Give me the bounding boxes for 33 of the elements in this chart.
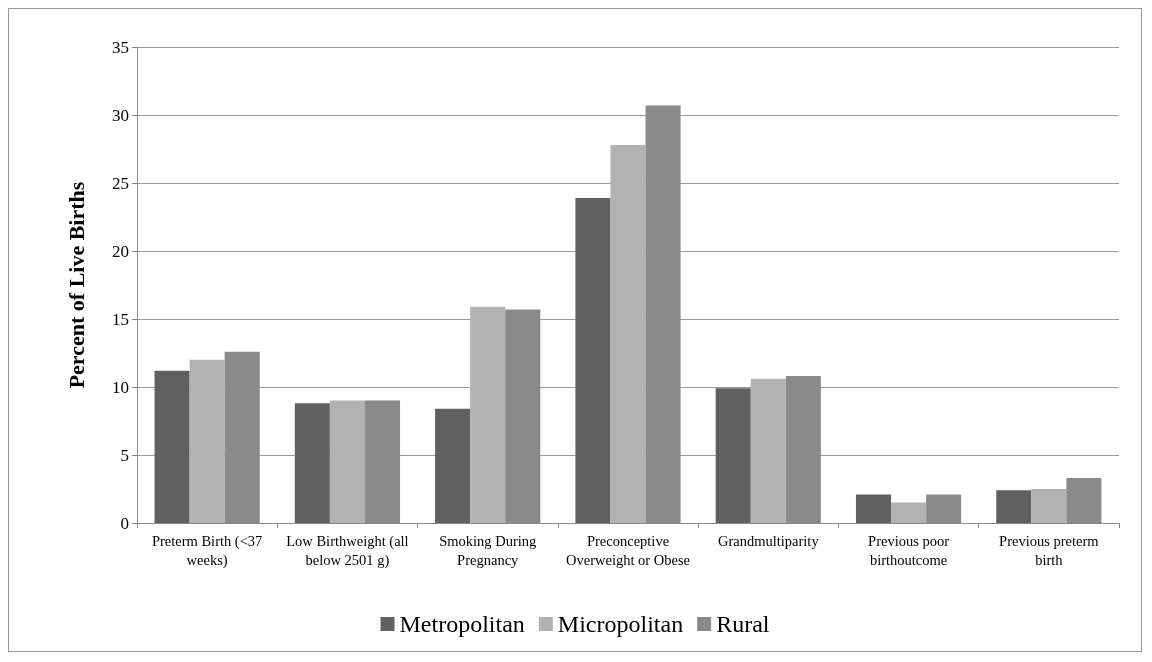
y-tick-label: 30: [112, 105, 129, 125]
legend-label: Metropolitan: [399, 611, 525, 637]
x-tick-label: Preterm Birth (<37 weeks): [151, 532, 263, 569]
bar: [1031, 489, 1067, 523]
y-tick-label: 15: [112, 309, 129, 329]
bar: [750, 378, 786, 523]
bar: [294, 403, 330, 523]
bar: [470, 306, 506, 523]
bar: [189, 359, 225, 523]
x-tick-label: Preconceptive Overweight or Obese: [565, 532, 691, 568]
bar: [329, 400, 365, 523]
legend-label: Micropolitan: [557, 611, 684, 637]
bar: [575, 197, 611, 523]
y-tick-label: 35: [112, 37, 129, 57]
y-tick-label: 10: [112, 377, 129, 397]
x-tick-label: Low Birthweight (all below 2501 g): [286, 532, 409, 569]
bar: [996, 490, 1032, 523]
x-tick-label: Smoking During Pregnancy: [439, 532, 537, 568]
bar: [610, 144, 646, 523]
bar: [154, 370, 190, 523]
y-tick-label: 0: [120, 513, 129, 533]
bar: [715, 388, 751, 523]
y-tick-label: 25: [112, 173, 129, 193]
bar: [891, 502, 927, 523]
x-tick-label: Previous poor birthoutcome: [868, 532, 950, 568]
y-tick-label: 20: [112, 241, 129, 261]
legend-label: Rural: [716, 611, 770, 637]
y-tick-label: 5: [120, 445, 129, 465]
bar: [435, 408, 471, 523]
y-axis-title: Percent of Live Births: [63, 181, 89, 389]
x-tick-label: Previous preterm birth: [999, 532, 1100, 568]
x-tick-label: Grandmultiparity: [717, 532, 820, 549]
bar: [855, 494, 892, 523]
